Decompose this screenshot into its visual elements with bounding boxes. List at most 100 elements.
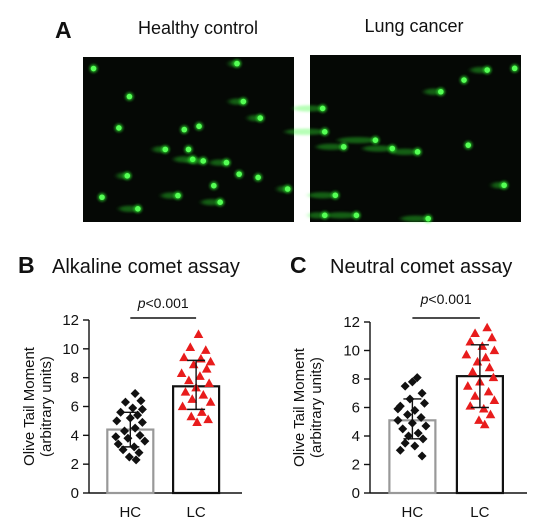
healthy-control-caption: Healthy control [138,18,258,38]
micrograph-background [83,57,294,222]
hc-data-point [418,434,428,444]
lc-data-point [479,419,490,429]
y-tick-label: 10 [62,341,79,358]
y-axis-title: (arbitrary units) [38,356,55,457]
lc-data-point [470,328,480,337]
comet-head [211,182,217,189]
comet-tail [337,136,378,144]
panel-c-letter: C [290,252,307,278]
comet-tail [390,148,420,156]
y-tick-label: 2 [71,456,79,473]
lc-data-point [198,389,209,399]
lc-data-point [192,417,202,426]
comet [89,64,98,73]
comet [97,193,107,202]
comet-head [461,77,467,83]
y-tick-label: 12 [62,312,79,329]
lc-data-point [179,352,189,362]
lung-cancer-caption: Lung cancer [364,16,463,36]
lc-data-point [187,394,198,403]
lc-data-point [186,411,197,421]
lc-data-point [205,397,216,406]
comet [470,65,492,75]
lc-data-point [197,407,207,416]
comet-head [185,146,192,153]
x-tick-label: HC [119,504,141,521]
comet-head [501,182,507,189]
comet [161,191,183,200]
comet-head [196,123,202,130]
lc-data-point [195,371,205,380]
y-tick-label: 8 [352,371,360,388]
hc-data-point [136,396,146,406]
comet [324,211,361,220]
hc-data-point [128,403,138,413]
y-tick-label: 6 [71,399,79,416]
lc-data-point [484,362,495,372]
comet-head [484,67,491,73]
comet [316,142,348,152]
hc-data-point [419,398,429,408]
x-tick-label: LC [470,504,489,521]
hc-data-point [116,407,126,417]
panel-c-title: Neutral comet assay [330,256,512,278]
y-axis-title: Olive Tail Moment [291,347,308,467]
lc-data-point [483,386,494,396]
hc-data-point [134,448,144,458]
lc-data-point [463,381,473,390]
hc-data-point [413,428,423,438]
comet-head [332,192,339,199]
lc-data-point [485,409,496,419]
hc-data-point [111,432,121,442]
comet-head [124,173,131,179]
lc-data-point [177,401,188,411]
comet [116,171,132,180]
comet [459,75,469,85]
lc-data-point [205,356,216,366]
comet [277,184,292,194]
comet [114,123,124,133]
hc-data-point [393,415,403,425]
lc-data-point [487,332,497,342]
lc-data-point [203,414,213,424]
hc-data-point [120,397,130,407]
hc-data-point [416,412,426,422]
lc-data-point [185,342,196,351]
y-axis-title: Olive Tail Moment [21,346,38,466]
comet [194,122,204,131]
hc-data-point [412,373,422,383]
y-axis-title: (arbitrary units) [308,357,325,458]
y-tick-label: 0 [352,485,360,502]
lc-data-point [180,387,191,396]
comet [510,64,519,73]
hc-data-point [130,423,140,433]
comet-head [99,194,105,201]
comet [284,127,329,137]
lc-data-point [489,395,500,404]
lc-data-point [489,345,500,355]
comet-head [200,158,207,164]
comet-head [257,115,264,121]
comet-tail [362,145,395,152]
panel-b-letter: B [18,252,35,278]
comet [186,156,208,166]
comet-head [90,65,97,72]
comet [308,211,329,220]
hc-data-point [123,433,133,443]
comet [247,113,265,123]
comet-tail [400,215,431,222]
comet-head [340,144,347,150]
hc-data-point [421,421,431,431]
comet-head [236,171,242,177]
hc-data-point [417,388,427,398]
hc-data-point [400,381,410,391]
y-tick-label: 0 [71,485,79,502]
comet-head [425,215,431,222]
lc-data-point [184,375,194,385]
hc-data-point [400,438,410,448]
comet [125,92,134,101]
lc-data-point [465,336,476,346]
panel-a-letter: A [55,17,72,43]
hc-data-point [120,426,130,436]
hc-data-point [135,430,145,440]
